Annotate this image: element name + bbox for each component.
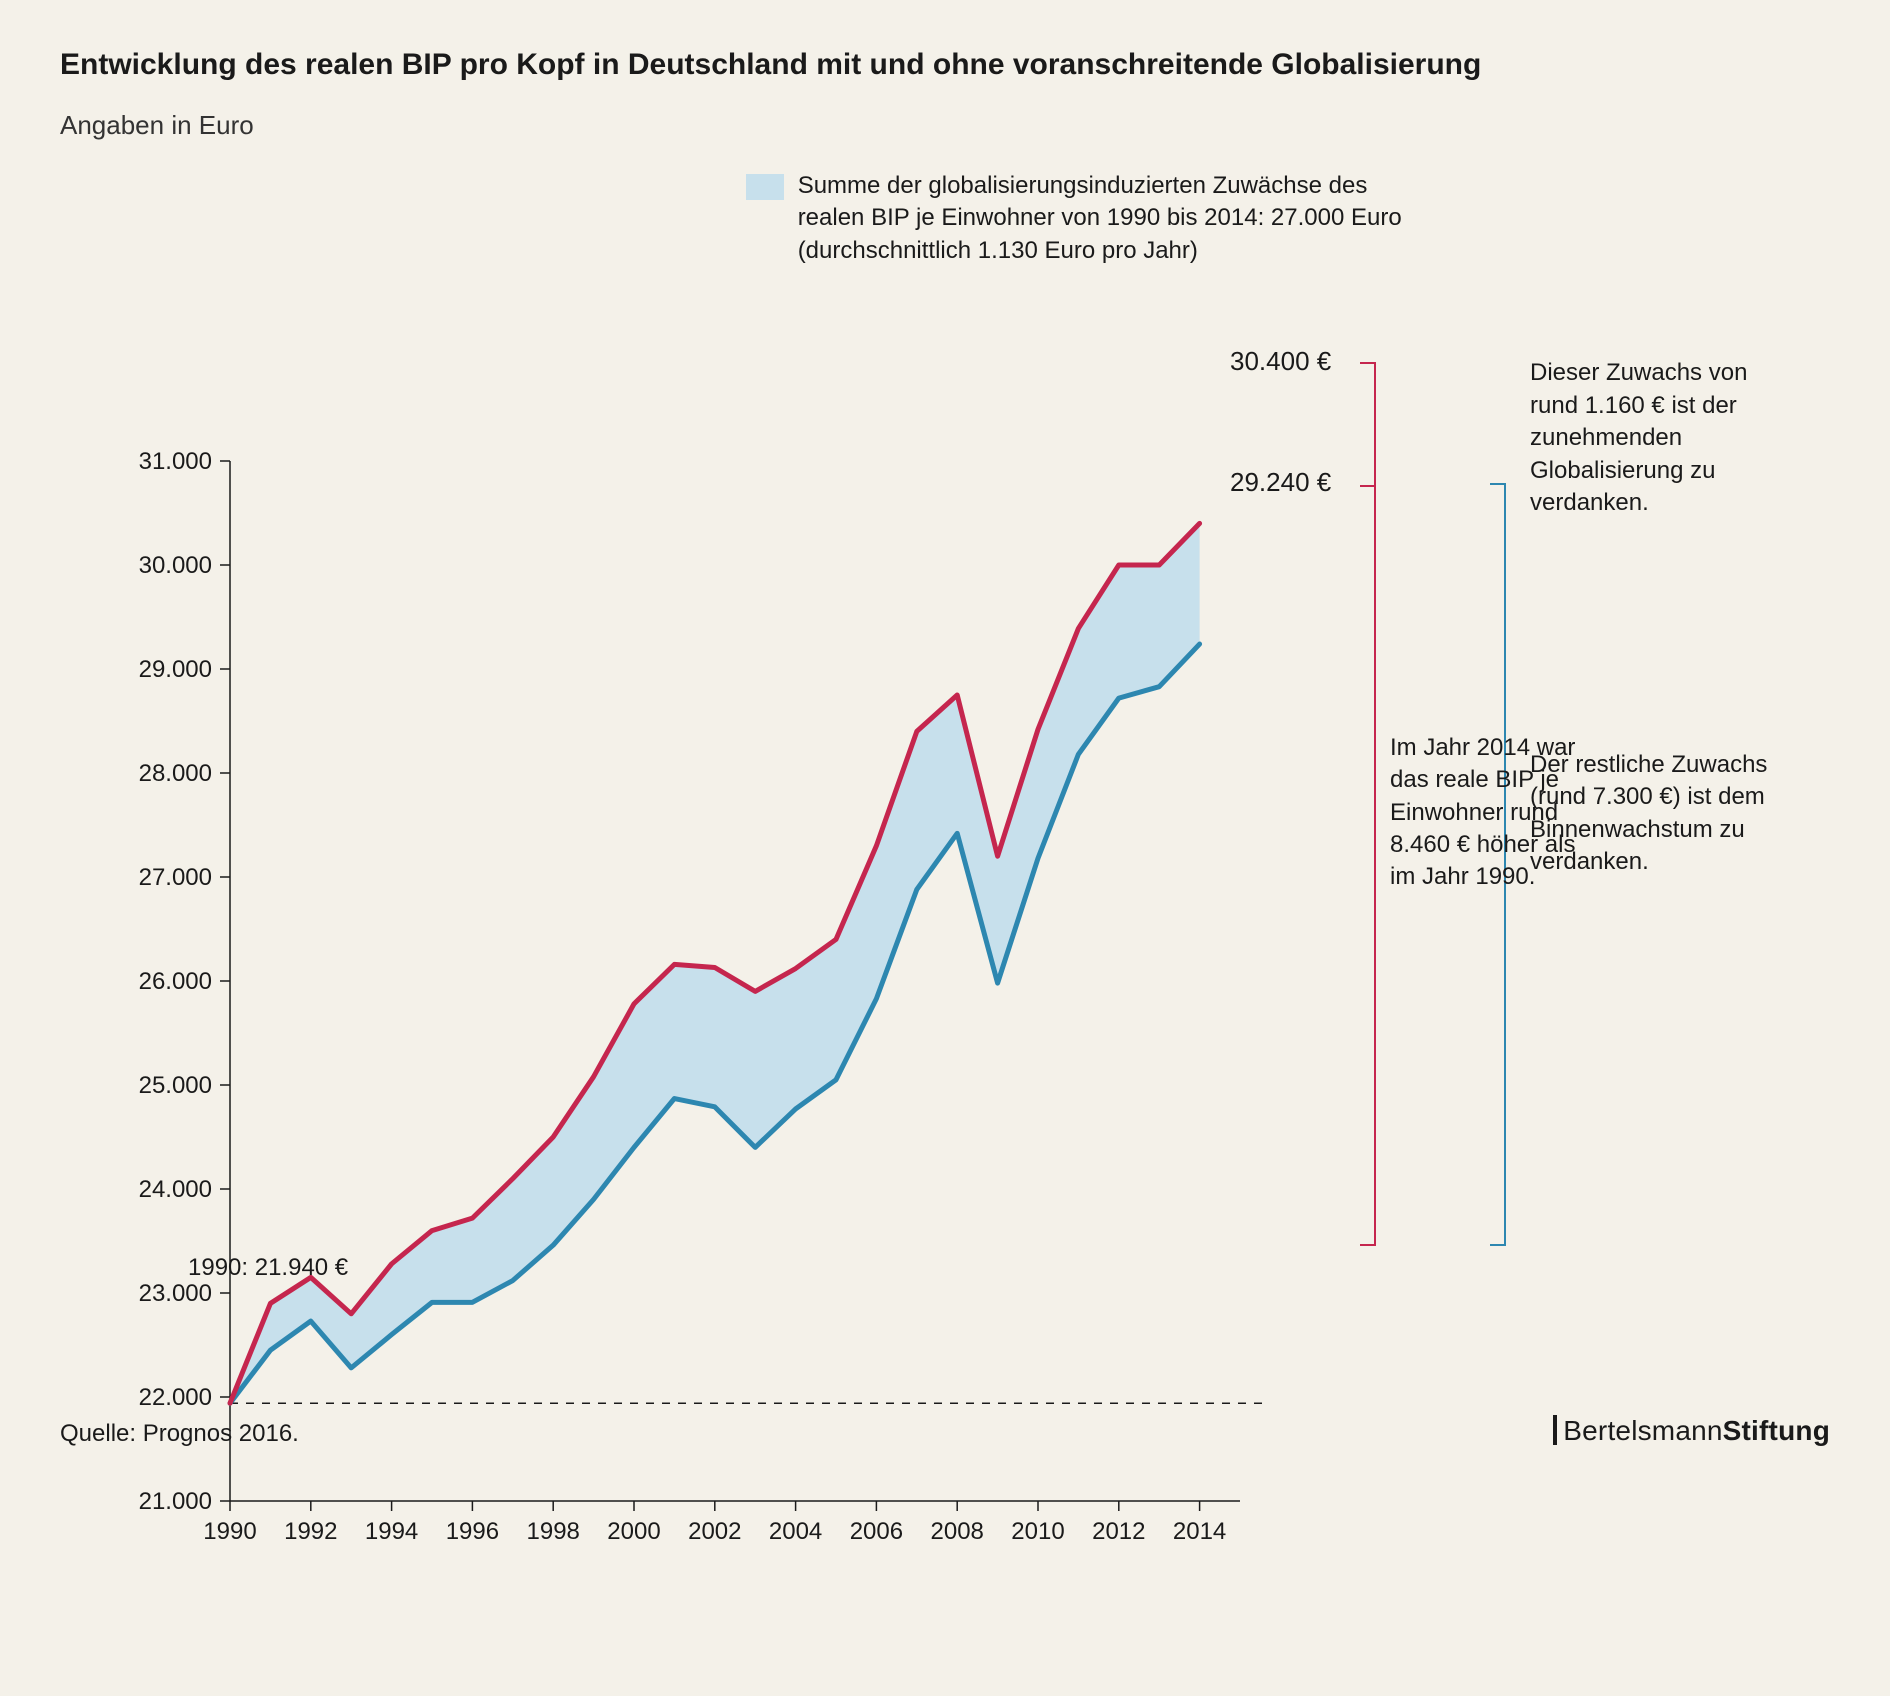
- svg-text:1998: 1998: [527, 1518, 580, 1545]
- svg-text:25.000: 25.000: [139, 1072, 212, 1099]
- bracket-full-red: [1360, 362, 1376, 1246]
- annotation-domestic-gain: Der restliche Zuwachs (rund 7.300 €) ist…: [1530, 749, 1790, 879]
- svg-text:2000: 2000: [607, 1518, 660, 1545]
- svg-text:29.000: 29.000: [139, 656, 212, 683]
- svg-text:1996: 1996: [446, 1518, 499, 1545]
- end-label-bottom: 29.240 €: [1230, 467, 1331, 498]
- svg-text:2012: 2012: [1092, 1518, 1145, 1545]
- baseline-annotation: 1990: 21.940 €: [188, 1252, 348, 1284]
- svg-text:1990: 1990: [203, 1518, 256, 1545]
- svg-text:28.000: 28.000: [139, 760, 212, 787]
- svg-text:2010: 2010: [1011, 1518, 1064, 1545]
- svg-text:1992: 1992: [284, 1518, 337, 1545]
- svg-text:26.000: 26.000: [139, 968, 212, 995]
- brand-thin: Bertelsmann: [1563, 1415, 1722, 1446]
- source-text: Quelle: Prognos 2016.: [60, 1420, 299, 1448]
- chart-subtitle: Angaben in Euro: [60, 110, 1830, 141]
- svg-text:24.000: 24.000: [139, 1176, 212, 1203]
- svg-text:30.000: 30.000: [139, 552, 212, 579]
- svg-text:2006: 2006: [850, 1518, 903, 1545]
- end-label-top: 30.400 €: [1230, 346, 1331, 377]
- chart-title: Entwicklung des realen BIP pro Kopf in D…: [60, 48, 1830, 82]
- brand-bold: Stiftung: [1723, 1415, 1830, 1446]
- annotation-globalization-gain: Dieser Zuwachs von rund 1.160 € ist der …: [1530, 357, 1790, 519]
- svg-text:2014: 2014: [1173, 1518, 1226, 1545]
- svg-text:21.000: 21.000: [139, 1488, 212, 1515]
- brand-logo: BertelsmannStiftung: [1553, 1415, 1830, 1447]
- svg-text:22.000: 22.000: [139, 1384, 212, 1411]
- svg-text:31.000: 31.000: [139, 448, 212, 475]
- svg-text:1994: 1994: [365, 1518, 418, 1545]
- svg-text:27.000: 27.000: [139, 864, 212, 891]
- svg-text:2002: 2002: [688, 1518, 741, 1545]
- svg-text:2008: 2008: [931, 1518, 984, 1545]
- svg-text:2004: 2004: [769, 1518, 822, 1545]
